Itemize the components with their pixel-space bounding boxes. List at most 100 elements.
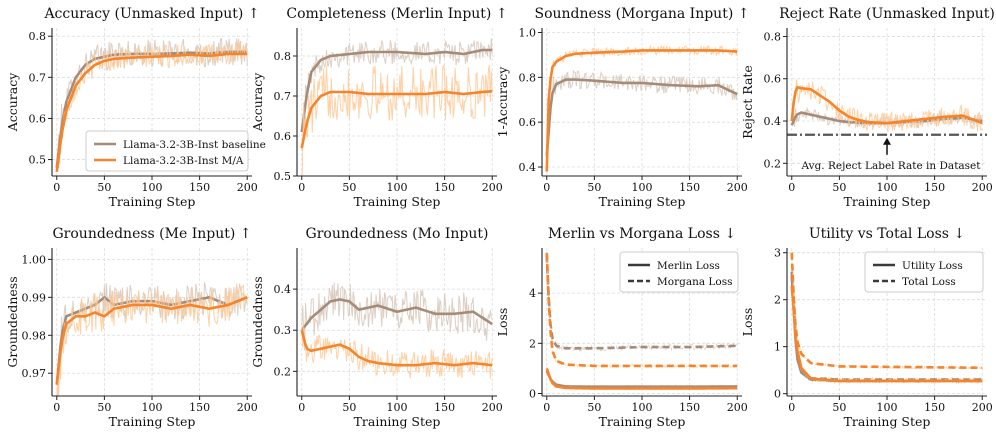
series-raw-llama-3-2-3b-inst-m-a-ma [56,41,248,169]
series-raw-baseline-baseline [546,69,738,159]
y-tick-label: 0.6 [764,73,782,86]
y-tick-label: 0.5 [274,170,292,183]
y-tick-label: 2 [774,294,781,307]
series-raw-baseline-baseline [56,282,248,396]
legend: Merlin Loss Morgana Loss [619,251,739,293]
plot-area [55,282,248,396]
x-tick-label: 0 [788,181,795,194]
x-tick-label: 200 [972,401,993,414]
subplot-groundedness-mo-input: 0 50 100 150 200 0.2 0.3 0.4 Groundedness (Mo In… [250,226,503,429]
series-line-morgana-loss-ma [545,252,738,368]
series-line-utility-loss-ma [790,285,983,383]
x-axis-label: Training Step [844,194,931,209]
y-tick-label: 3 [774,247,781,260]
series-line-baseline-baseline [300,48,493,133]
x-tick-label: 50 [587,181,601,194]
chart-title: Groundedness (Mo Input) [306,226,489,242]
legend-label: Total Loss [902,276,956,288]
series-line-baseline-baseline [545,78,738,156]
y-tick-label: 1.00 [22,253,47,266]
series-raw-ma-ma [56,283,248,396]
series-raw-ma-ma [301,64,493,176]
x-tick-label: 50 [587,401,601,414]
y-tick-label: 0.5 [29,154,47,167]
x-tick-label: 50 [342,181,356,194]
x-tick-label: 100 [877,401,898,414]
y-tick-label: 0.99 [22,291,47,304]
y-tick-label: 0 [529,387,536,400]
x-tick-label: 200 [482,181,503,194]
chart-title: Soundness (Morgana Input) ↑ [535,6,750,22]
series-line-ma-ma [300,89,493,149]
y-tick-label: 0.98 [22,329,47,342]
y-axis-label: Groundedness [5,276,20,367]
y-tick-label: 0.4 [519,161,537,174]
legend-label: Llama-3.2-3B-Inst baseline [123,139,266,151]
legend: Utility Loss Total Loss [864,251,984,293]
legend-label: Llama-3.2-3B-Inst M/A [123,155,244,167]
x-tick-label: 50 [832,181,846,194]
y-tick-label: 0.2 [764,157,782,170]
x-tick-label: 50 [97,401,111,414]
x-tick-label: 0 [543,181,550,194]
x-tick-label: 0 [788,401,795,414]
plot-area [790,252,983,385]
plot-area [300,282,493,379]
x-tick-label: 150 [434,401,455,414]
plot-area [55,37,248,173]
series-line-total-loss-ma [790,252,983,370]
y-axis-label: 1-Accuracy [495,66,510,138]
y-tick-label: 0.8 [274,50,292,63]
y-tick-label: 0.8 [29,30,47,43]
legend-box [85,130,249,172]
subplot-utility-vs-total-loss: 0 50 100 150 200 0 1 2 3 Utility vs Total Loss ↓ T… [740,226,993,429]
x-tick-label: 50 [97,181,111,194]
x-tick-label: 200 [727,181,748,194]
y-tick-label: 1.0 [519,26,537,39]
series-raw-ma-ma [791,79,983,133]
y-tick-label: 0.7 [274,90,292,103]
series-line-morgana-loss-baseline [545,255,738,350]
subplot-merlin-vs-morgana-loss: 0 50 100 150 200 0 2 4 Merlin vs Morgana Loss ↓ T… [495,226,748,429]
x-tick-label: 150 [924,181,945,194]
x-axis-label: Training Step [109,194,196,209]
x-tick-label: 50 [342,401,356,414]
y-axis-label: Reject Rate [740,65,755,139]
x-tick-label: 200 [237,181,258,194]
y-tick-label: 0.6 [519,116,537,129]
x-tick-label: 100 [632,181,653,194]
y-tick-label: 0.6 [29,112,47,125]
y-tick-label: 0.3 [274,324,292,337]
y-tick-label: 0.7 [29,71,47,84]
series-line-merlin-loss-baseline [545,370,738,389]
plot-area [790,79,983,133]
x-tick-label: 0 [53,401,60,414]
x-tick-label: 150 [189,181,210,194]
annotation-arrow-head [883,137,891,145]
x-tick-label: 50 [832,401,846,414]
plot-area [545,251,738,391]
x-tick-label: 150 [189,401,210,414]
y-axis-label: Accuracy [5,72,20,133]
x-axis-label: Training Step [354,194,441,209]
y-axis-label: Accuracy [250,72,265,133]
x-tick-label: 100 [142,181,163,194]
x-tick-label: 200 [972,181,993,194]
x-tick-label: 150 [679,181,700,194]
subplot-completeness-merlin-input: 0 50 100 150 200 0.5 0.6 0.7 0.8 Completeness (Me… [250,6,508,209]
y-tick-label: 0.8 [519,71,537,84]
x-tick-label: 100 [632,401,653,414]
y-tick-label: 0.6 [274,130,292,143]
x-tick-label: 200 [482,401,503,414]
x-axis-label: Training Step [599,194,686,209]
series-line-ma-ma [300,329,493,367]
series-line-baseline-baseline [300,298,493,332]
y-tick-label: 0.4 [274,283,292,296]
x-tick-label: 150 [434,181,455,194]
y-axis-label: Groundedness [250,276,265,367]
y-tick-label: 4 [529,287,536,300]
y-axis-label: Loss [740,308,755,337]
legend: Llama-3.2-3B-Inst baseline Llama-3.2-3B-I… [85,130,266,172]
chart-title: Completeness (Merlin Input) ↑ [286,6,507,22]
